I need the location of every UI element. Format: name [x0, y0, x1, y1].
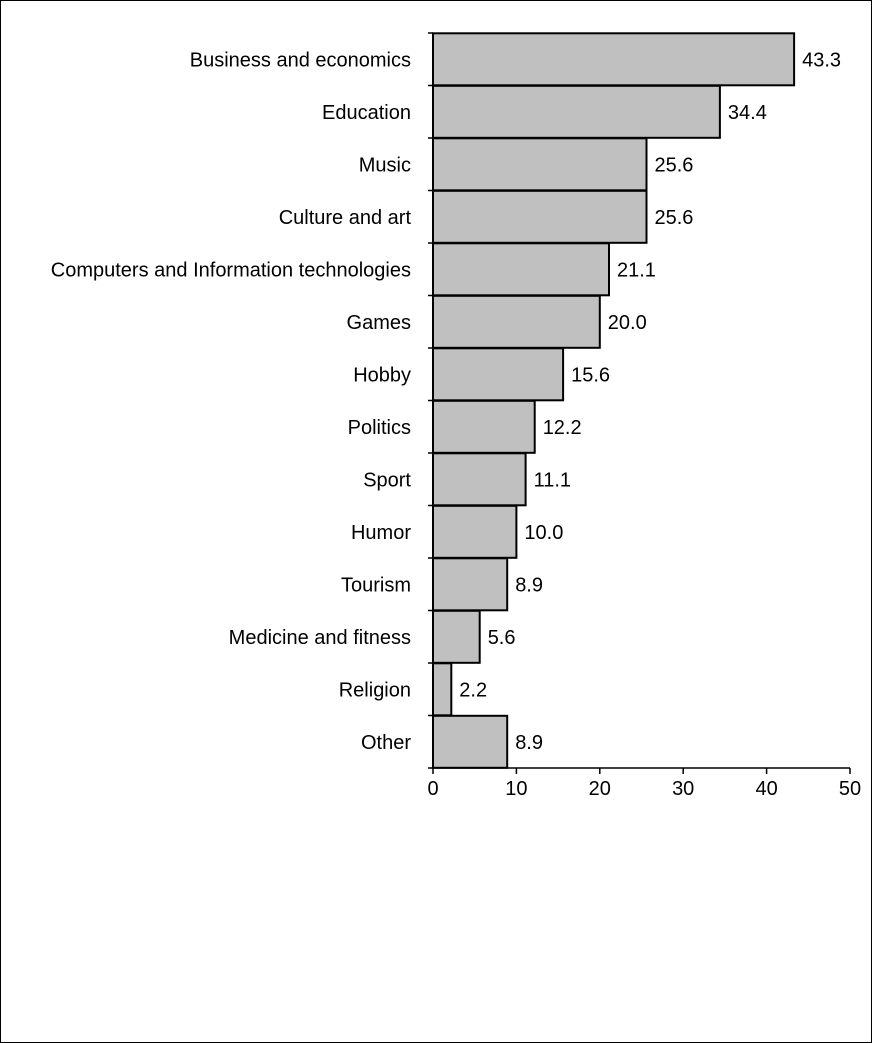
category-label: Business and economics — [190, 49, 411, 71]
bar — [432, 32, 796, 87]
bar — [432, 452, 527, 507]
bar — [432, 714, 509, 769]
category-label: Humor — [351, 522, 411, 544]
category-label: Computers and Information technologies — [51, 259, 411, 281]
data-label: 15.6 — [571, 364, 610, 386]
category-label: Culture and art — [279, 207, 412, 229]
bar — [432, 399, 536, 454]
category-label: Education — [322, 102, 411, 124]
data-label: 8.9 — [515, 732, 543, 754]
bar — [432, 84, 721, 139]
x-tick-label: 40 — [755, 778, 777, 800]
x-tick-label: 50 — [839, 778, 861, 800]
data-label: 12.2 — [543, 417, 582, 439]
x-tick-label: 30 — [672, 778, 694, 800]
category-label: Religion — [339, 679, 411, 701]
data-label: 25.6 — [655, 154, 694, 176]
axes — [428, 32, 851, 774]
data-label: 10.0 — [524, 522, 563, 544]
category-label: Other — [361, 732, 411, 754]
data-label: 11.1 — [534, 469, 571, 491]
category-label: Music — [359, 154, 411, 176]
labels: Business and economics 43.3 Education 34.4 M… — [51, 49, 861, 800]
bars — [432, 32, 796, 769]
category-label: Tourism — [341, 574, 411, 596]
category-label: Sport — [363, 469, 411, 491]
data-label: 5.6 — [488, 627, 516, 649]
bar — [432, 557, 509, 612]
x-tick-label: 20 — [589, 778, 611, 800]
data-label: 34.4 — [728, 102, 767, 124]
data-label: 8.9 — [515, 574, 543, 596]
category-label: Hobby — [353, 364, 411, 386]
bar — [432, 242, 610, 297]
x-tick-label: 10 — [505, 778, 527, 800]
bar — [432, 189, 648, 244]
category-label: Games — [347, 312, 411, 334]
data-label: 25.6 — [655, 207, 694, 229]
x-tick-label: 0 — [427, 778, 438, 800]
bar — [432, 609, 481, 664]
data-label: 2.2 — [459, 679, 487, 701]
bar — [432, 347, 565, 402]
bar — [432, 137, 648, 192]
category-label: Medicine and fitness — [229, 627, 411, 649]
bar — [432, 504, 518, 559]
data-label: 21.1 — [617, 259, 656, 281]
data-label: 43.3 — [802, 49, 841, 71]
category-label: Politics — [348, 417, 411, 439]
data-label: 20.0 — [608, 312, 647, 334]
bar — [432, 294, 601, 349]
bar — [432, 662, 453, 717]
